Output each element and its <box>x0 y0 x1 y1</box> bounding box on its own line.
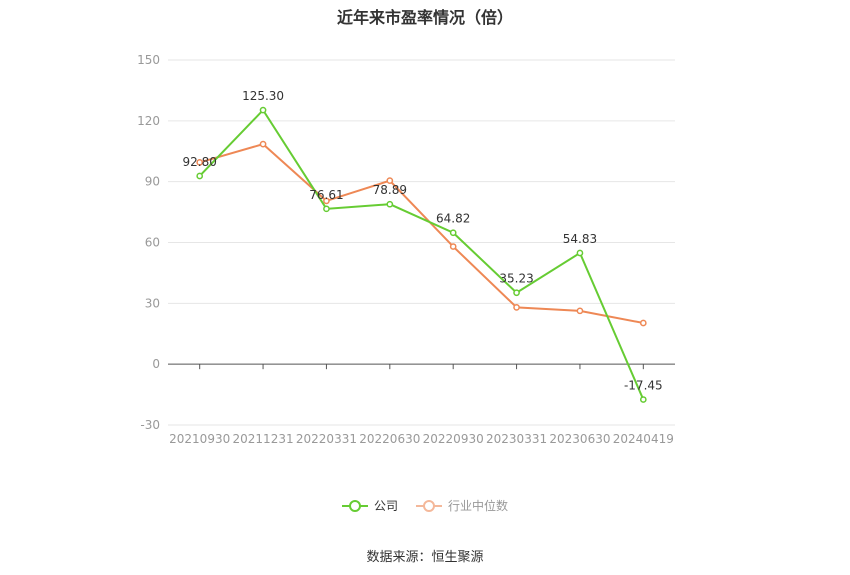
industry-point <box>513 304 520 311</box>
y-tick-label: 150 <box>137 53 160 67</box>
company-data-label: 76.61 <box>309 188 343 202</box>
company-data-label: 35.23 <box>499 272 533 286</box>
chart-title: 近年来市盈率情况（倍） <box>336 8 513 27</box>
y-tick-label: 30 <box>145 296 160 310</box>
company-data-label: 64.82 <box>436 212 470 226</box>
industry-point <box>449 243 457 250</box>
company-point <box>386 200 394 208</box>
industry-point <box>386 177 394 185</box>
x-tick-label: 20210930 <box>169 432 230 446</box>
company-data-label: 78.89 <box>373 183 407 197</box>
industry-point <box>259 140 267 148</box>
company-point <box>196 172 204 180</box>
axes: 150 120 90 60 30 0 -30 20210930 20211231 20220331… <box>137 53 675 446</box>
industry-line <box>199 143 644 324</box>
legend-item-industry[interactable]: 行业中位数 <box>416 497 508 514</box>
x-tick-label: 20211231 <box>233 432 294 446</box>
grid-lines <box>168 59 675 426</box>
legend-item-company[interactable]: 公司 <box>341 497 398 514</box>
company-point <box>323 205 330 213</box>
company-data-label: 54.83 <box>563 232 597 246</box>
data-labels: 92.80 125.30 76.61 78.89 64.82 35.23 54.83 -17.… <box>183 89 663 392</box>
legend-label-company: 公司 <box>373 499 398 513</box>
x-tick-label: 20220630 <box>359 432 420 446</box>
source-note: 数据来源：恒生聚源 <box>366 550 484 565</box>
y-tick-label: -30 <box>140 418 160 432</box>
company-point <box>576 249 584 257</box>
company-point <box>513 289 520 297</box>
industry-point <box>196 159 204 166</box>
company-line <box>198 108 645 400</box>
y-tick-label: 60 <box>145 236 160 250</box>
x-tick-label: 20220331 <box>296 432 357 446</box>
line-chart: 150 120 90 60 30 0 -30 20210930 20211231 20220331… <box>137 53 675 446</box>
series-lines <box>196 106 647 403</box>
legend-marker-industry <box>416 499 442 512</box>
y-tick-label: 0 <box>152 357 160 371</box>
company-data-label: 92.80 <box>183 155 217 169</box>
y-tick-label: 90 <box>145 175 160 189</box>
legend: 公司 行业中位数 <box>0 497 850 514</box>
company-point <box>639 396 647 403</box>
legend-marker-company <box>341 499 368 512</box>
industry-point <box>576 307 584 315</box>
x-tick-label: 20230630 <box>549 432 610 446</box>
company-data-label: -17.45 <box>624 379 663 393</box>
industry-point <box>323 197 330 205</box>
x-tick-label: 20240419 <box>613 432 674 446</box>
x-tick-label: 20220930 <box>423 432 484 446</box>
company-point <box>259 106 267 114</box>
company-point <box>449 229 457 237</box>
industry-point <box>639 319 647 327</box>
x-tick-label: 20230331 <box>486 432 547 446</box>
company-data-label: 125.30 <box>242 89 284 103</box>
legend-label-industry: 行业中位数 <box>448 499 509 513</box>
y-tick-label: 120 <box>137 114 160 128</box>
